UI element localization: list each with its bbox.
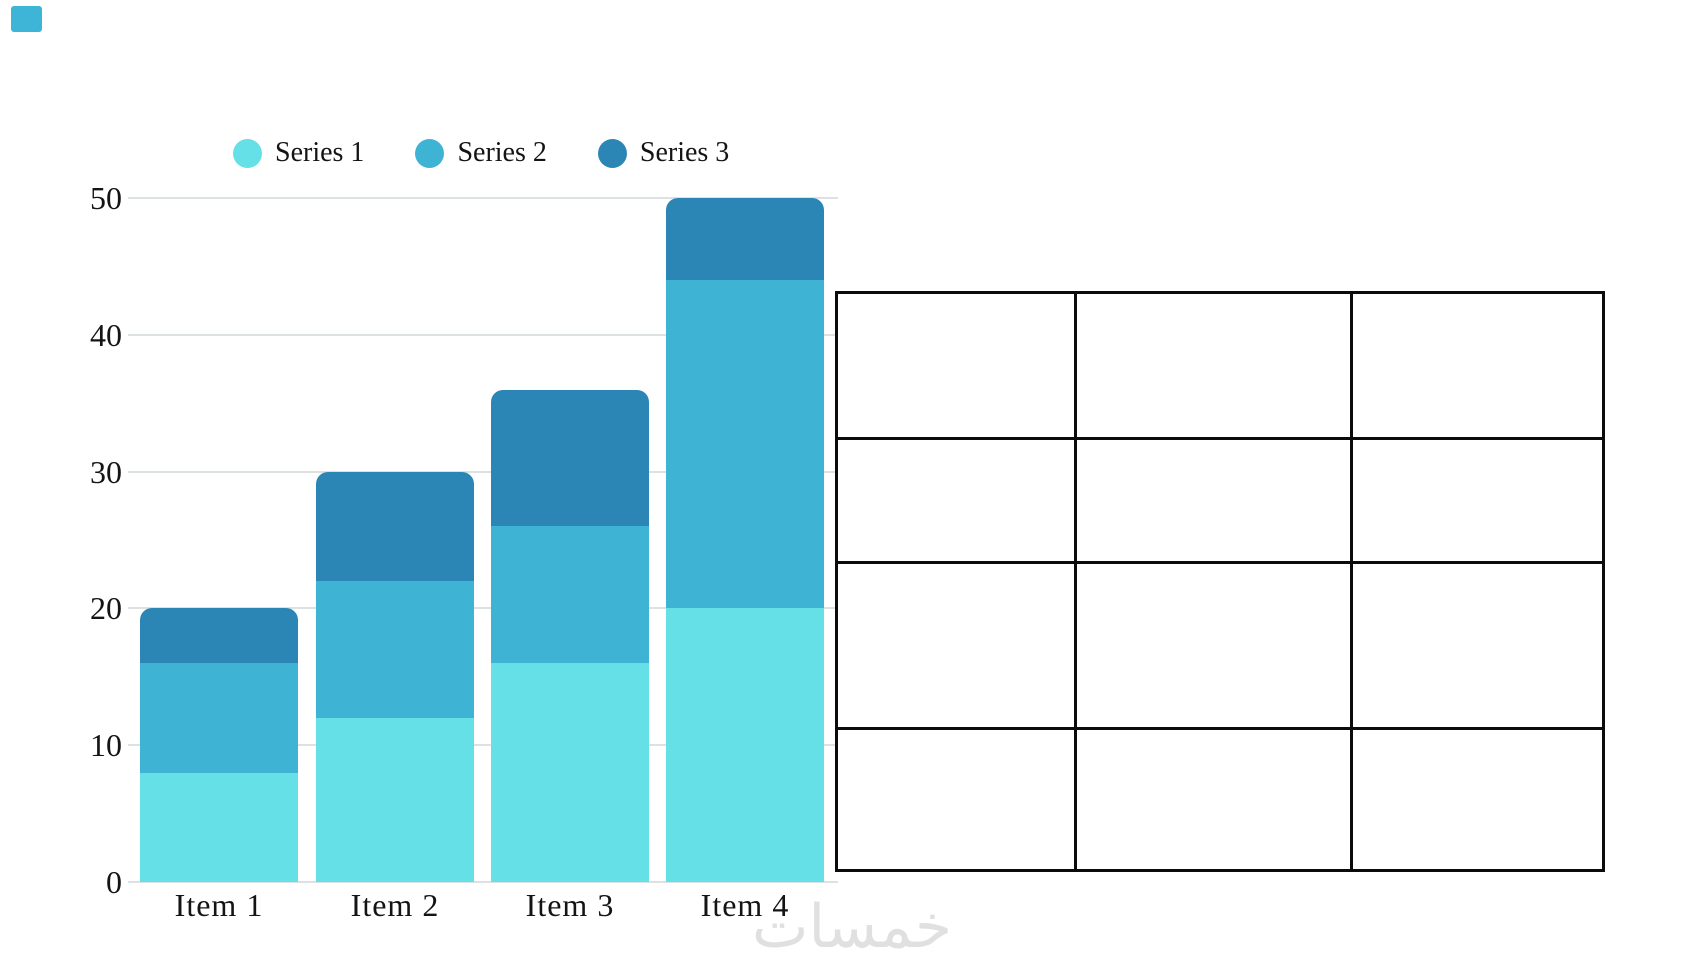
legend-item-2: Series 2	[415, 136, 547, 170]
legend-label-1: Series 1	[275, 137, 365, 168]
bar-2-segment-series-3	[316, 471, 474, 582]
table-cell-r4-c3	[1351, 728, 1602, 869]
table-cell-r2-c2	[1075, 438, 1351, 562]
table-column-divider-2	[1350, 294, 1353, 869]
gridline-50	[128, 197, 838, 199]
bar-1-segment-series-2	[140, 663, 298, 773]
y-axis-tick-30: 30	[90, 453, 122, 490]
table-row-divider-3	[838, 727, 1602, 730]
legend-item-1: Series 1	[233, 136, 364, 170]
y-axis-tick-10: 10	[90, 727, 122, 764]
gridline-0	[128, 881, 838, 883]
y-axis-tick-0: 0	[106, 864, 122, 900]
legend-label-3: Series 3	[639, 137, 730, 168]
table-cell-r1-c2	[1075, 294, 1351, 438]
y-axis-tick-50: 50	[90, 180, 122, 216]
legend-label-2: Series 2	[457, 137, 547, 168]
gridline-20	[128, 607, 838, 610]
bar-3-segment-series-1	[491, 663, 649, 882]
table-cell-r4-c1	[838, 728, 1075, 869]
legend-color-dot-3	[597, 138, 627, 168]
legend-color-dot-1	[233, 138, 262, 168]
bar-2-segment-series-1	[316, 717, 474, 882]
bar-1-segment-series-1	[140, 772, 298, 882]
x-axis-label-1: Item 1	[174, 887, 264, 923]
bar-2-segment-series-2	[316, 581, 474, 718]
table-column-divider-1	[1074, 294, 1077, 869]
table-cell-r1-c3	[1351, 294, 1602, 438]
bar-4-segment-series-2	[666, 280, 824, 609]
legend-item-3: Series 3	[597, 136, 730, 170]
bar-3-segment-series-2	[491, 526, 649, 664]
gridline-10	[128, 744, 838, 747]
table-cell-r3-c2	[1075, 562, 1351, 728]
empty-table-grid	[835, 291, 1605, 872]
table-cell-r2-c3	[1351, 438, 1602, 562]
watermark-text: خمسات	[751, 892, 953, 962]
gridline-30	[128, 470, 838, 473]
table-row-divider-1	[838, 437, 1602, 440]
table-cell-r4-c2	[1075, 728, 1351, 869]
y-axis-tick-20: 20	[90, 590, 122, 627]
bar-4-segment-series-1	[666, 608, 824, 882]
gridline-40	[128, 333, 838, 336]
corner-color-swatch	[11, 6, 42, 32]
table-cell-r1-c1	[838, 294, 1075, 438]
bar-1-segment-series-3	[140, 608, 298, 664]
x-axis-label-2: Item 2	[350, 887, 440, 923]
x-axis-label-4: Item 4	[700, 887, 790, 923]
legend-color-dot-2	[415, 138, 445, 168]
table-cell-r3-c3	[1351, 562, 1602, 728]
bar-4-segment-series-3	[666, 198, 824, 281]
table-cell-r2-c1	[838, 438, 1075, 562]
table-cell-r3-c1	[838, 562, 1075, 728]
y-axis-tick-40: 40	[90, 316, 122, 353]
x-axis-label-3: Item 3	[525, 887, 615, 923]
bar-3-segment-series-3	[491, 389, 649, 527]
table-row-divider-2	[838, 561, 1602, 564]
chart-legend: Series 1 Series 2 Series 3	[233, 136, 729, 170]
